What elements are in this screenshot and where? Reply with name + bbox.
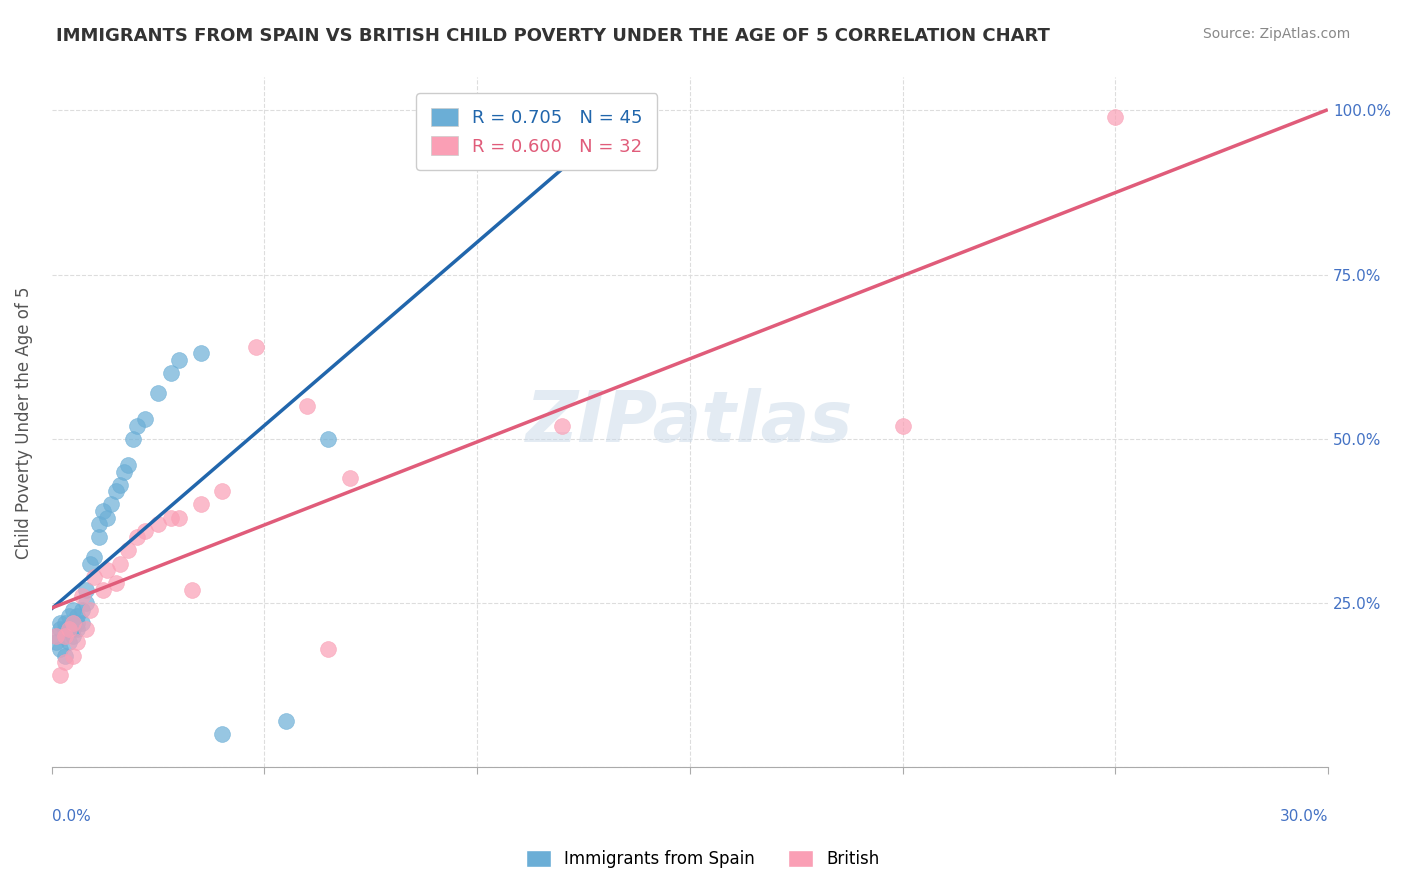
Point (75, 622, 97, 636)
Point (190, 346, 212, 360)
Point (62, 648, 84, 663)
Point (316, 642, 339, 657)
Point (66, 635, 89, 649)
Legend: R = 0.705   N = 45, R = 0.600   N = 32: R = 0.705 N = 45, R = 0.600 N = 32 (416, 94, 657, 170)
Point (49, 642, 72, 657)
Point (70, 602, 93, 616)
Point (108, 477, 131, 491)
Point (58, 609, 80, 624)
Legend: Immigrants from Spain, British: Immigrants from Spain, British (519, 843, 887, 875)
Point (66, 622, 89, 636)
Point (96, 563, 118, 577)
Point (211, 484, 233, 499)
Point (112, 465, 135, 479)
Point (117, 543, 139, 558)
Point (91, 582, 114, 597)
Point (121, 432, 143, 446)
Point (49, 622, 72, 636)
Point (891, 418, 914, 433)
Point (125, 530, 148, 544)
Point (134, 412, 156, 426)
Point (79, 557, 101, 571)
Point (66, 609, 89, 624)
Point (100, 498, 122, 512)
Point (53, 629, 76, 643)
Point (62, 615, 84, 630)
Y-axis label: Child Poverty Under the Age of 5: Child Poverty Under the Age of 5 (15, 286, 32, 558)
Point (108, 557, 131, 571)
Point (134, 524, 156, 538)
Text: ZIPatlas: ZIPatlas (526, 388, 853, 457)
Point (53, 622, 76, 636)
Point (53, 629, 76, 643)
Point (45, 635, 67, 649)
Point (58, 622, 80, 636)
Point (551, 110, 574, 124)
Point (245, 340, 267, 354)
Point (295, 399, 318, 413)
Text: Source: ZipAtlas.com: Source: ZipAtlas.com (1202, 27, 1350, 41)
Point (70, 615, 93, 630)
Point (181, 582, 204, 597)
Point (53, 648, 76, 663)
Point (104, 576, 127, 591)
Text: 0.0%: 0.0% (52, 809, 90, 823)
Point (53, 615, 76, 630)
Text: 30.0%: 30.0% (1279, 809, 1329, 823)
Point (104, 484, 127, 499)
Point (91, 504, 114, 518)
Point (83, 549, 105, 564)
Point (551, 418, 574, 433)
Point (75, 596, 97, 610)
Point (79, 602, 101, 616)
Point (62, 629, 84, 643)
Point (190, 498, 212, 512)
Point (66, 615, 89, 630)
Point (53, 655, 76, 669)
Point (146, 517, 169, 532)
Point (62, 602, 84, 616)
Point (87, 530, 110, 544)
Point (160, 510, 183, 524)
Point (45, 629, 67, 643)
Point (62, 615, 84, 630)
Point (49, 668, 72, 682)
Point (62, 622, 84, 636)
Point (117, 458, 139, 472)
Point (274, 714, 297, 729)
Point (211, 727, 233, 741)
Point (49, 615, 72, 630)
Point (339, 471, 361, 485)
Point (1104, 110, 1126, 124)
Point (96, 510, 118, 524)
Point (58, 622, 80, 636)
Text: IMMIGRANTS FROM SPAIN VS BRITISH CHILD POVERTY UNDER THE AGE OF 5 CORRELATION CH: IMMIGRANTS FROM SPAIN VS BRITISH CHILD P… (56, 27, 1050, 45)
Point (83, 570, 105, 584)
Point (70, 590, 93, 604)
Point (87, 517, 110, 532)
Point (45, 629, 67, 643)
Point (169, 353, 191, 368)
Point (316, 432, 339, 446)
Point (75, 582, 97, 597)
Point (169, 510, 191, 524)
Point (58, 635, 80, 649)
Point (125, 418, 148, 433)
Point (160, 366, 183, 380)
Point (146, 385, 169, 400)
